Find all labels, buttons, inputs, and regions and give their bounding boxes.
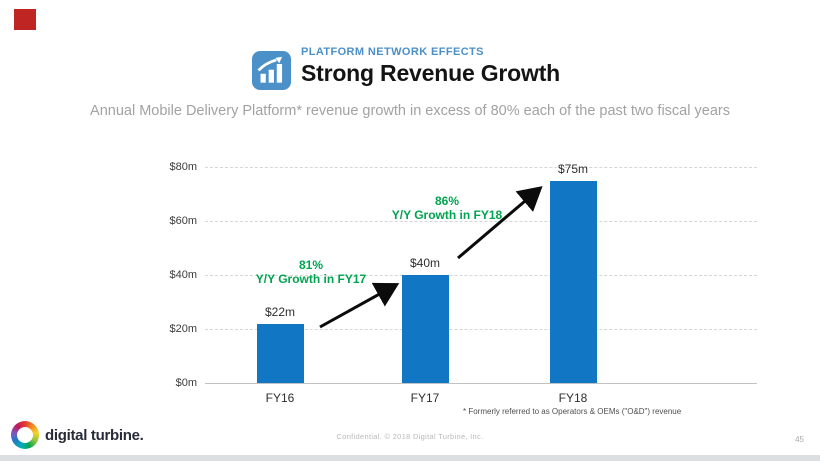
page-title: Strong Revenue Growth [300, 60, 561, 86]
gridline [205, 167, 757, 168]
x-axis-category-label: FY17 [410, 391, 440, 405]
digital-turbine-logo: digital turbine. [11, 421, 144, 449]
bar-value-label: $22m [264, 304, 296, 319]
growth-annotation-line: Y/Y Growth in FY18 [391, 208, 503, 222]
bar-chart-icon [251, 51, 291, 90]
bar-fy17 [401, 275, 449, 383]
growth-annotation-line: 86% [434, 194, 460, 208]
bar-value-label: $40m [409, 256, 441, 270]
y-axis-tick-label: $60m [169, 215, 197, 227]
y-axis-tick-label: $0m [175, 377, 197, 389]
growth-annotation: 86% Y/Y Growth in FY18 [392, 194, 502, 222]
growth-annotation-line: Y/Y Growth in FY17 [255, 272, 367, 286]
gridline [205, 275, 757, 276]
page-number: 45 [795, 435, 804, 444]
header-text: PLATFORM NETWORK EFFECTS Strong Revenue … [301, 46, 560, 87]
red-marker-square [14, 9, 36, 30]
logo-text: digital turbine. [45, 426, 144, 444]
bottom-edge-strip [0, 455, 820, 461]
y-axis-tick-label: $20m [169, 323, 197, 335]
y-axis-tick-label: $40m [169, 269, 197, 281]
slide-header: PLATFORM NETWORK EFFECTS Strong Revenue … [0, 46, 816, 90]
x-axis-category-label: FY18 [558, 391, 588, 405]
x-axis-category-label: FY16 [265, 391, 295, 405]
bar-value-label: $75m [557, 161, 589, 176]
bar-fy16 [256, 323, 304, 383]
footnote: * Formerly referred to as Operators & OE… [463, 407, 682, 416]
gridline [205, 329, 757, 330]
kicker-label: PLATFORM NETWORK EFFECTS [300, 46, 484, 58]
growth-annotation: 81% Y/Y Growth in FY17 [256, 258, 366, 286]
slide-subtitle: Annual Mobile Delivery Platform* revenue… [90, 103, 730, 119]
growth-annotation-line: 81% [298, 258, 324, 272]
pinwheel-logo-icon [11, 421, 39, 449]
y-axis-tick-label: $80m [169, 161, 197, 173]
confidential-footer: Confidential. © 2018 Digital Turbine, In… [336, 432, 484, 441]
x-axis-line [205, 383, 757, 384]
bar-fy18 [549, 180, 597, 383]
